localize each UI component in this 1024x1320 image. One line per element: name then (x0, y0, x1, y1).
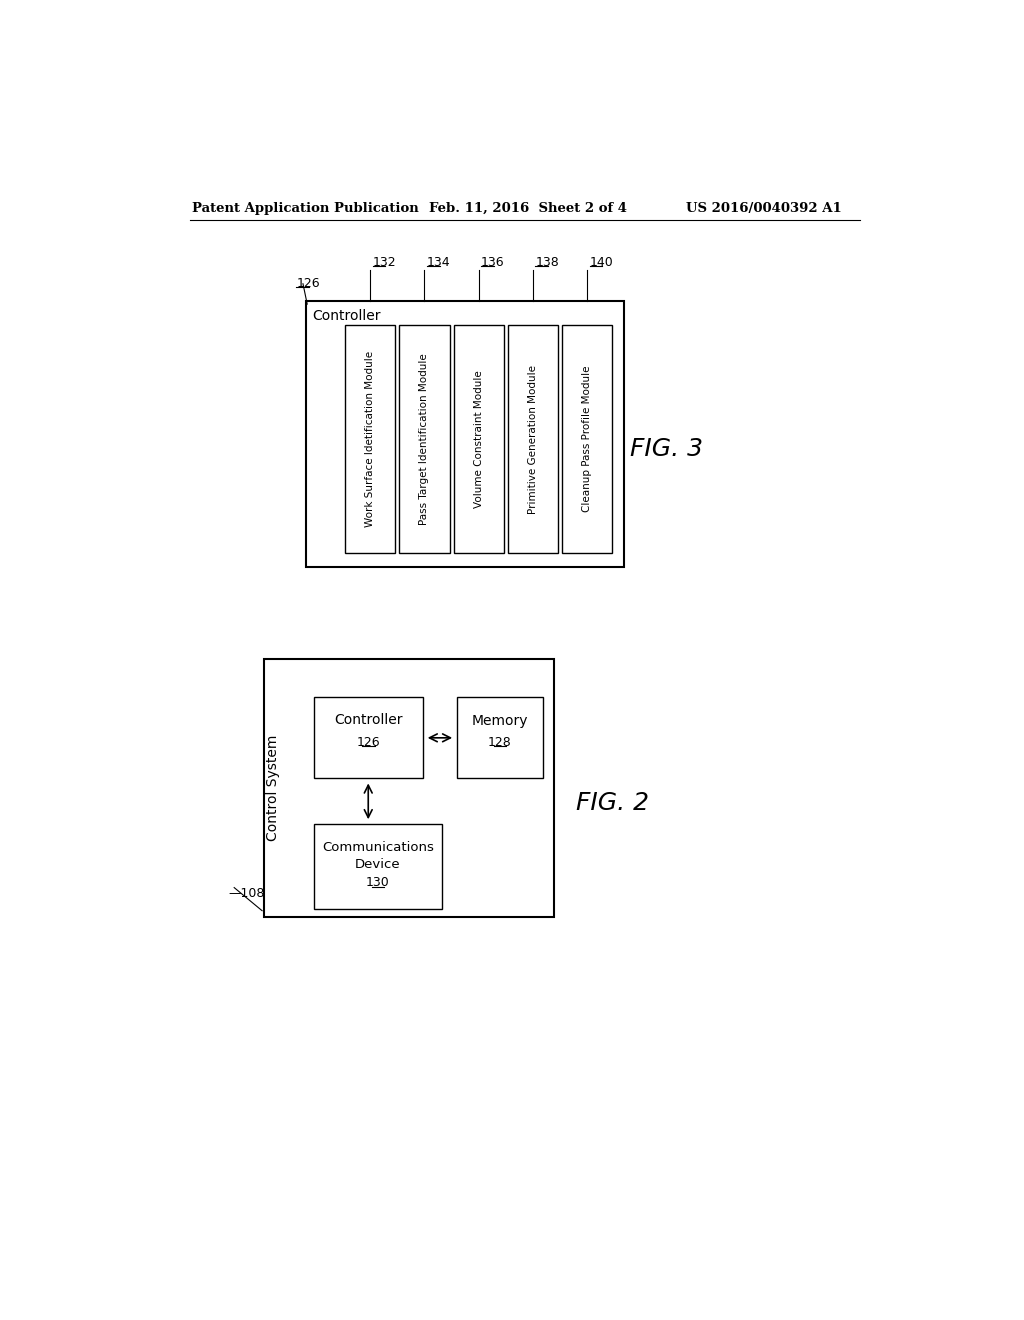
Text: Feb. 11, 2016  Sheet 2 of 4: Feb. 11, 2016 Sheet 2 of 4 (429, 202, 627, 215)
Text: —108: —108 (228, 887, 265, 900)
Text: Primitive Generation Module: Primitive Generation Module (528, 364, 538, 513)
Text: Controller: Controller (334, 714, 402, 727)
Bar (458, 697, 543, 779)
Text: Patent Application Publication: Patent Application Publication (191, 202, 418, 215)
Text: 130: 130 (366, 876, 390, 890)
Text: Cleanup Pass Profile Module: Cleanup Pass Profile Module (583, 366, 592, 512)
Text: FIG. 2: FIG. 2 (575, 791, 649, 816)
Text: Device: Device (355, 858, 400, 871)
Text: 136: 136 (481, 256, 505, 269)
Text: 128: 128 (488, 735, 512, 748)
Text: Memory: Memory (472, 714, 528, 727)
Bar (314, 697, 423, 779)
Text: Volume Constraint Module: Volume Constraint Module (474, 370, 483, 508)
Bar (508, 326, 558, 553)
Text: 126: 126 (356, 735, 380, 748)
Text: FIG. 3: FIG. 3 (630, 437, 703, 461)
Bar (345, 326, 395, 553)
Text: Control System: Control System (266, 735, 280, 841)
Bar (306, 301, 624, 566)
Bar (314, 825, 442, 909)
Bar (562, 326, 612, 553)
Text: Communications: Communications (322, 841, 434, 854)
Bar (263, 659, 554, 917)
Bar (399, 326, 450, 553)
Text: Work Surface Idetification Module: Work Surface Idetification Module (366, 351, 375, 527)
Text: Controller: Controller (312, 309, 381, 323)
Text: Pass Target Identification Module: Pass Target Identification Module (420, 354, 429, 525)
Text: US 2016/0040392 A1: US 2016/0040392 A1 (686, 202, 842, 215)
Text: 140: 140 (590, 256, 613, 269)
Text: 132: 132 (373, 256, 396, 269)
Text: 126: 126 (296, 277, 319, 290)
Text: 134: 134 (427, 256, 451, 269)
Bar (454, 326, 504, 553)
Text: 138: 138 (536, 256, 559, 269)
